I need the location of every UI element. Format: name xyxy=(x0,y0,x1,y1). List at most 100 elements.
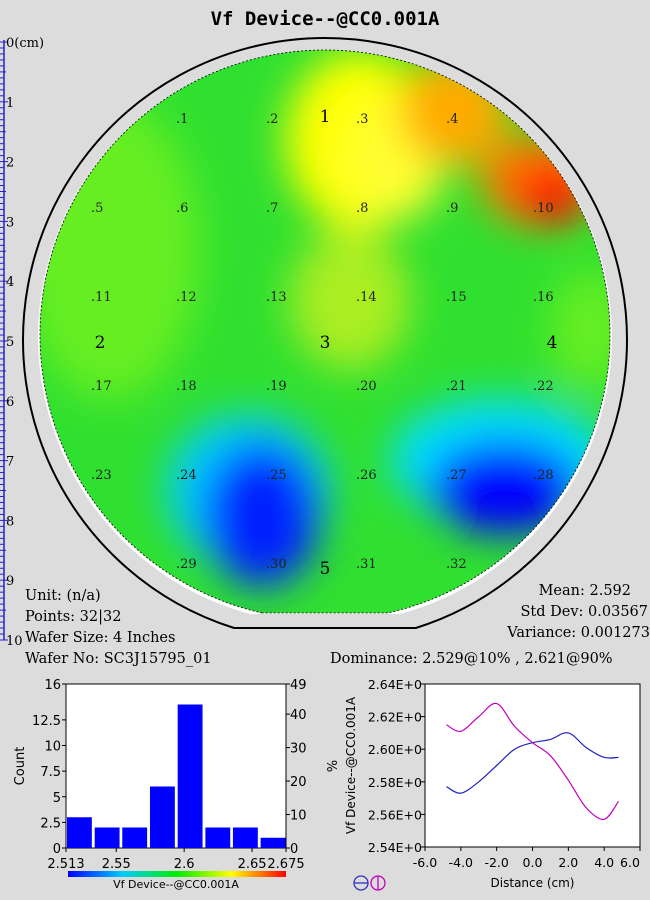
cross-section-chart: 2.54E+0 2.56E+0 2.58E+0 2.60E+0 2.62E+0 2.64E… xyxy=(344,677,641,890)
site-label: .4 xyxy=(446,112,458,127)
site-label: .17 xyxy=(91,379,112,394)
histogram-bar xyxy=(67,817,92,848)
x-tick-label: -6.0 xyxy=(413,855,437,870)
color-scale-bar xyxy=(68,871,286,877)
heat-blob xyxy=(204,443,320,587)
site-label: .2 xyxy=(266,112,278,127)
y-tick-label: 2.54E+0 xyxy=(368,840,422,855)
y2-tick-label: 10 xyxy=(290,809,307,824)
site-label: .30 xyxy=(266,557,287,572)
y-tick-label: 2.56E+0 xyxy=(368,807,422,822)
x-tick-label: 0.0 xyxy=(523,855,543,870)
mean-label: Mean: 2.592 xyxy=(538,583,631,599)
x-tick-label: 2.513 xyxy=(47,857,84,872)
ruler-label: 6 xyxy=(6,395,14,410)
region-label: 2 xyxy=(95,333,106,353)
vertical-profile-line xyxy=(446,702,619,820)
wafer-map: .1 .2 .3 .4 .5 .6 .7 .8 .9 .10 .11 .12 .13 .14 .15 .16.… xyxy=(22,37,628,629)
y-tick-label: 10 xyxy=(44,740,61,755)
region-label: 5 xyxy=(320,559,331,579)
y-tick-label: 2.60E+0 xyxy=(368,742,422,757)
wafer-size-label: Wafer Size: 4 Inches xyxy=(25,630,176,646)
region-label: 3 xyxy=(320,333,331,353)
site-label: .29 xyxy=(176,557,197,572)
y-tick-label: 16 xyxy=(44,678,61,693)
site-label: .22 xyxy=(533,379,554,394)
y2-tick-label: 20 xyxy=(290,775,307,790)
ruler-label: 0(cm) xyxy=(6,36,44,51)
variance-label: Variance: 0.001273 xyxy=(507,625,650,641)
site-label: .24 xyxy=(176,468,197,483)
site-label: .18 xyxy=(176,379,197,394)
y2-tick-label: 49 xyxy=(290,678,307,693)
site-label: .16 xyxy=(533,290,554,305)
site-label: .26 xyxy=(356,468,377,483)
site-label: .20 xyxy=(356,379,377,394)
x-tick-label: -4.0 xyxy=(449,855,473,870)
y-axis-label: Count xyxy=(13,747,28,786)
x-tick-label: 6.0 xyxy=(620,855,640,870)
ruler-label: 2 xyxy=(6,156,14,171)
histogram-bar xyxy=(205,827,231,848)
site-label: .21 xyxy=(446,379,467,394)
x-axis-label: Distance (cm) xyxy=(491,876,575,890)
ruler-label: 4 xyxy=(6,275,14,290)
site-label: .8 xyxy=(356,201,368,216)
histogram-bar xyxy=(94,827,120,848)
y-tick-label: 5 xyxy=(53,791,61,806)
ruler-label: 9 xyxy=(6,574,14,589)
site-label: .23 xyxy=(91,468,112,483)
dominance-label: Dominance: 2.529@10% , 2.621@90% xyxy=(330,651,613,667)
region-label: 1 xyxy=(320,107,331,127)
vertical-ruler: 0(cm) 1 2 3 4 5 6 7 8 9 10 xyxy=(0,36,44,649)
histogram-plot-area xyxy=(65,683,287,849)
site-label: .15 xyxy=(446,290,467,305)
site-label: .7 xyxy=(266,201,278,216)
site-label: .6 xyxy=(176,201,188,216)
cross-section-toggle-icon[interactable] xyxy=(353,875,386,891)
region-label: 4 xyxy=(547,333,558,353)
y2-tick-label: 0 xyxy=(290,842,298,857)
y2-axis-label: % xyxy=(323,760,338,772)
site-label: .28 xyxy=(533,468,554,483)
site-label: .19 xyxy=(266,379,287,394)
x-tick-label: 2.55 xyxy=(102,857,131,872)
ruler-label: 5 xyxy=(6,335,14,350)
site-label: .5 xyxy=(91,201,103,216)
x-tick-label: 4.0 xyxy=(594,855,614,870)
x-tick-label: 2.6 xyxy=(174,857,195,872)
std-dev-label: Std Dev: 0.03567 xyxy=(520,604,648,620)
site-label: .27 xyxy=(446,468,467,483)
site-label: .14 xyxy=(356,290,377,305)
ruler-label: 10 xyxy=(6,634,23,649)
histogram-bar xyxy=(122,827,148,848)
heat-blob xyxy=(290,230,410,370)
histogram-bar xyxy=(232,827,258,848)
site-label: .11 xyxy=(91,290,112,305)
histogram-bar xyxy=(260,837,286,848)
heatmap-layer xyxy=(40,50,611,587)
site-label: .13 xyxy=(266,290,287,305)
y-tick-label: 12.5 xyxy=(32,714,61,729)
y2-tick-label: 30 xyxy=(290,742,307,757)
wafer-no-label: Wafer No: SC3J15795_01 xyxy=(25,651,212,667)
ruler-label: 7 xyxy=(6,455,14,470)
y-tick-label: 2.58E+0 xyxy=(368,775,422,790)
y-tick-label: 7.5 xyxy=(40,765,61,780)
y-tick-label: 2.64E+0 xyxy=(368,677,422,692)
x-tick-label: 2.0 xyxy=(558,855,578,870)
heat-blob xyxy=(429,442,581,534)
site-label: .10 xyxy=(533,201,554,216)
ruler-label: 1 xyxy=(6,96,14,111)
x-axis-label: Vf Device--@CC0.001A xyxy=(113,878,239,891)
unit-label: Unit: (n/a) xyxy=(25,588,101,604)
site-label: .3 xyxy=(356,112,368,127)
points-label: Points: 32|32 xyxy=(25,609,122,625)
ruler-label: 8 xyxy=(6,514,14,529)
ruler-label: 3 xyxy=(6,215,14,230)
site-label: .9 xyxy=(446,201,458,216)
page-title: Vf Device--@CC0.001A xyxy=(210,8,440,30)
line-plot-area xyxy=(424,683,641,848)
